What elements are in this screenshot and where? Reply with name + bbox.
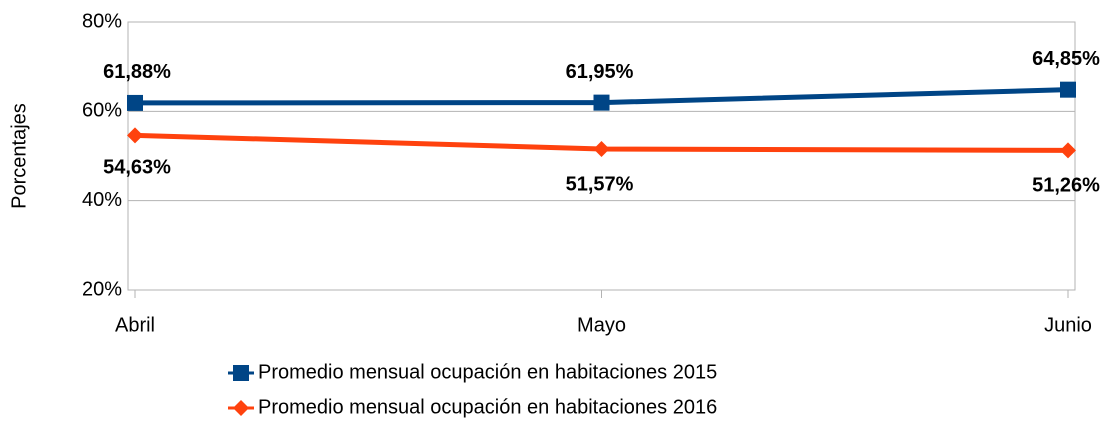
point [127,94,143,111]
point [1060,81,1076,98]
point [593,94,610,111]
x-tick-label: Mayo [577,314,626,336]
point [593,140,610,157]
legend-marker [233,400,249,416]
data-label: 54,63% [103,157,171,179]
y-tick-label: 40% [82,189,122,211]
legend-label: Promedio mensual ocupación en habitacion… [258,396,717,418]
data-label: 51,26% [1032,175,1100,197]
y-axis-label: Porcentajes [8,103,30,209]
data-label: 61,88% [103,61,171,83]
data-label: 61,95% [566,61,634,83]
x-tick-label: Junio [1044,314,1092,336]
x-tick-label: Abril [115,314,155,336]
point [1060,142,1076,159]
point [127,127,143,144]
data-label: 64,85% [1032,48,1100,70]
legend-marker [233,365,249,381]
legend-label: Promedio mensual ocupación en habitacion… [258,361,717,383]
y-tick-label: 60% [82,100,122,122]
y-tick-label: 20% [82,278,122,300]
y-tick-label: 80% [82,10,122,32]
data-label: 51,57% [566,173,634,195]
